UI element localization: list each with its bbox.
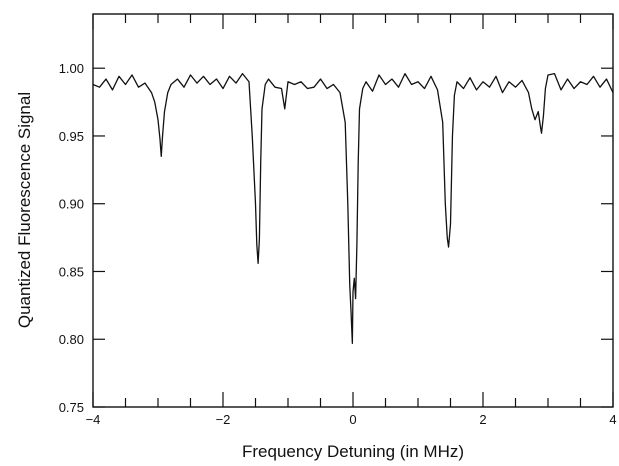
x-tick-label: −2 [216,412,231,427]
plot-area: −4 −2 0 2 4 0.75 0.80 0.85 0.90 0.95 1.00 [59,13,617,427]
y-tick-label: 1.00 [59,61,84,76]
y-tick-label: 0.95 [59,129,84,144]
x-axis-title: Frequency Detuning (in MHz) [242,442,464,461]
plot-frame [92,13,614,408]
y-tick-label: 0.85 [59,264,84,279]
axis-tick-labels: −4 −2 0 2 4 0.75 0.80 0.85 0.90 0.95 1.00 [59,61,617,427]
x-tick-label: −4 [86,412,101,427]
axis-ticks [92,14,614,408]
x-tick-label: 0 [349,412,356,427]
y-axis-title: Quantized Fluorescence Signal [15,92,34,328]
y-tick-label: 0.90 [59,197,84,212]
x-tick-label: 2 [479,412,486,427]
x-tick-label: 4 [609,412,616,427]
y-tick-label: 0.75 [59,400,84,415]
series-line [92,72,614,344]
y-tick-label: 0.80 [59,332,84,347]
